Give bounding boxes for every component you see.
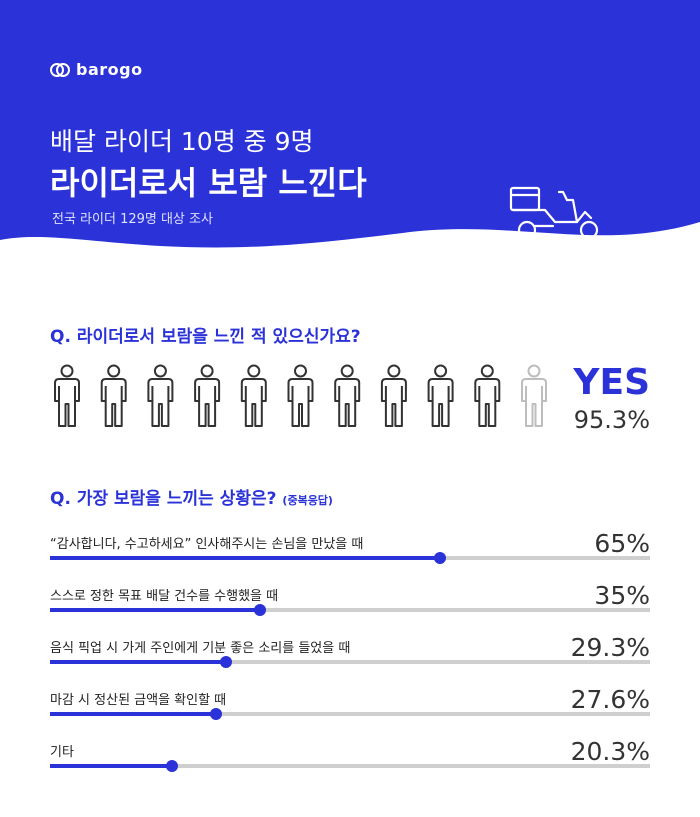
person-icon <box>287 364 314 427</box>
delivery-scooter-icon <box>509 186 599 240</box>
person-icon <box>380 364 407 427</box>
bar-value-label: 20.3% <box>570 737 650 766</box>
bar-category-label: 기타 <box>50 745 74 760</box>
headline-line1: 배달 라이더 10명 중 9명 <box>50 127 314 156</box>
bar-track <box>50 604 650 616</box>
bar-end-dot <box>209 708 222 720</box>
bar <box>50 712 216 716</box>
person-icon <box>334 364 361 427</box>
headline-line2: 라이더로서 보람 느낀다 <box>50 164 367 202</box>
bar-end-dot <box>434 552 446 564</box>
bar-category-label: 마감 시 정산된 금액을 확인할 때 <box>50 693 227 708</box>
bar <box>50 764 172 768</box>
person-icon <box>194 364 221 427</box>
bar-category-label: “감사합니다, 수고하세요” 인사해주시는 손님을 만났을 때 <box>50 537 364 552</box>
header-banner <box>0 0 700 248</box>
survey-subtitle: 전국 라이더 129명 대상 조사 <box>52 212 213 227</box>
person-icon <box>427 364 454 427</box>
bar-end-dot <box>219 656 232 668</box>
question-2-title: Q. 가장 보람을 느끼는 상황은? (중복응답) <box>50 484 333 509</box>
bar-track <box>50 656 650 668</box>
bar-category-label: 음식 픽업 시 가게 주인에게 기분 좋은 소리를 들었을 때 <box>50 641 351 656</box>
bar <box>50 660 226 664</box>
question-1-title: Q. 라이더로서 보람을 느낀 적 있으신가요? <box>50 327 361 347</box>
pictograph <box>54 364 547 427</box>
person-icon <box>521 364 547 427</box>
bar-end-dot <box>165 760 178 772</box>
person-icon <box>240 364 267 427</box>
person-icon <box>474 364 501 427</box>
bar-value-label: 29.3% <box>570 633 650 662</box>
person-icon <box>147 364 174 427</box>
brand-logo: barogo <box>50 60 143 79</box>
bar-end-dot <box>254 604 266 616</box>
person-icon <box>54 364 80 427</box>
bar <box>50 556 440 560</box>
bar-value-label: 35% <box>594 581 650 610</box>
bar-value-label: 65% <box>594 529 650 558</box>
bar-category-label: 스스로 정한 목표 배달 건수를 수행했을 때 <box>50 589 279 604</box>
question-2-note: (중복응답) <box>282 494 333 507</box>
question-2-text: Q. 가장 보람을 느끼는 상황은? <box>50 489 277 509</box>
bar-value-label: 27.6% <box>570 685 650 714</box>
bar-track <box>50 760 650 772</box>
brand-name: barogo <box>76 60 143 79</box>
person-icon <box>100 364 127 427</box>
yes-label: YES <box>573 362 650 403</box>
yes-percent: 95.3% <box>573 406 650 434</box>
barogo-logo-icon <box>50 62 70 77</box>
bar-track <box>50 708 650 720</box>
bar <box>50 608 260 612</box>
bar-track <box>50 552 650 564</box>
